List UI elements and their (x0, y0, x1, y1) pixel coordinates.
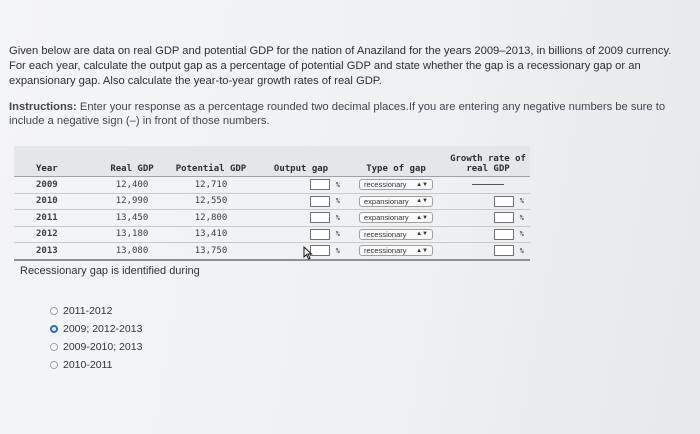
gap-type-value: expansionary (364, 196, 409, 206)
output-gap-cell: % (256, 242, 346, 261)
table-row: 2012 13,180 13,410 % recessionary ▲▼ % (14, 226, 530, 243)
growth-rate-input[interactable] (493, 195, 514, 207)
percent-sign: % (335, 213, 340, 222)
output-gap-cell: % (256, 226, 346, 243)
real-gdp-cell: 13,450 (98, 209, 166, 227)
gap-type-select[interactable]: recessionary ▲▼ (359, 245, 433, 257)
growth-cell: % (446, 209, 530, 227)
instructions: Instructions: Enter your response as a p… (9, 100, 689, 128)
real-gdp-cell: 12,990 (98, 193, 166, 210)
output-gap-cell: % (256, 176, 346, 194)
header-real-gdp: Real GDP (98, 146, 166, 177)
gdp-table: Year Real GDP Potential GDP Output gap T… (14, 146, 530, 261)
table-row: 2013 13,080 13,750 % recessionary ▲▼ % (14, 242, 530, 261)
header-potential-gdp: Potential GDP (166, 146, 256, 177)
option-2009-2010-2013[interactable]: 2009-2010; 2013 (50, 338, 142, 356)
type-cell: recessionary ▲▼ (346, 176, 446, 194)
potential-gdp-cell: 12,710 (166, 176, 256, 194)
radio-button[interactable] (50, 361, 58, 369)
gap-type-value: recessionary (364, 180, 407, 190)
type-cell: recessionary ▲▼ (346, 226, 446, 243)
year-cell: 2012 (14, 226, 98, 243)
percent-sign: % (335, 180, 340, 189)
option-label: 2009; 2012-2013 (63, 323, 143, 335)
output-gap-cell: % (256, 209, 346, 227)
radio-button[interactable] (50, 307, 58, 315)
no-value-dash (472, 183, 504, 185)
gap-type-select[interactable]: recessionary ▲▼ (359, 179, 433, 191)
real-gdp-cell: 12,400 (98, 176, 166, 194)
growth-cell: % (446, 226, 530, 243)
question-text: Recessionary gap is identified during (20, 265, 200, 277)
header-year: Year (14, 146, 98, 177)
potential-gdp-cell: 12,550 (166, 193, 256, 210)
type-cell: expansionary ▲▼ (346, 193, 446, 210)
header-growth-rate: Growth rate of real GDP (446, 146, 530, 177)
problem-text: Given below are data on real GDP and pot… (9, 45, 672, 87)
real-gdp-cell: 13,180 (98, 226, 166, 243)
output-gap-input[interactable] (309, 179, 330, 191)
growth-cell (446, 176, 530, 194)
instructions-label: Instructions: (9, 101, 77, 113)
gap-type-select[interactable]: recessionary ▲▼ (359, 228, 433, 240)
mouse-cursor-icon (303, 246, 313, 260)
option-2009-2012-2013[interactable]: 2009; 2012-2013 (50, 320, 142, 338)
option-label: 2010-2011 (63, 359, 113, 371)
output-gap-input[interactable] (309, 212, 330, 224)
real-gdp-cell: 13,080 (98, 242, 166, 261)
table-header-row: Year Real GDP Potential GDP Output gap T… (14, 146, 530, 177)
growth-cell: % (446, 242, 530, 261)
select-arrows-icon: ▲▼ (416, 198, 428, 205)
radio-button-selected[interactable] (50, 325, 58, 333)
header-output-gap: Output gap (256, 146, 346, 177)
percent-sign: % (335, 230, 340, 239)
type-cell: recessionary ▲▼ (346, 242, 446, 261)
gap-type-select[interactable]: expansionary ▲▼ (359, 195, 433, 207)
year-cell: 2013 (14, 242, 98, 261)
gap-type-value: expansionary (364, 213, 409, 223)
output-gap-input[interactable] (309, 245, 330, 257)
growth-cell: % (446, 193, 530, 210)
percent-sign: % (519, 197, 524, 206)
select-arrows-icon: ▲▼ (416, 247, 428, 254)
output-gap-input[interactable] (309, 228, 330, 240)
select-arrows-icon: ▲▼ (416, 231, 428, 238)
percent-sign: % (335, 197, 340, 206)
header-type-of-gap: Type of gap (346, 146, 446, 177)
select-arrows-icon: ▲▼ (416, 181, 428, 188)
growth-rate-input[interactable] (493, 212, 514, 224)
table-row: 2011 13,450 12,800 % expansionary ▲▼ % (14, 209, 530, 227)
table-row: 2009 12,400 12,710 % recessionary ▲▼ (14, 176, 530, 194)
table-row: 2010 12,990 12,550 % expansionary ▲▼ % (14, 193, 530, 210)
type-cell: expansionary ▲▼ (346, 209, 446, 227)
year-cell: 2011 (14, 209, 98, 227)
output-gap-input[interactable] (309, 195, 330, 207)
percent-sign: % (519, 230, 524, 239)
percent-sign: % (335, 246, 340, 255)
growth-rate-input[interactable] (493, 228, 514, 240)
year-cell: 2010 (14, 193, 98, 210)
answer-options: 2011-2012 2009; 2012-2013 2009-2010; 201… (50, 302, 142, 374)
gap-type-select[interactable]: expansionary ▲▼ (359, 212, 433, 224)
percent-sign: % (519, 246, 524, 255)
instructions-text: Enter your response as a percentage roun… (9, 101, 666, 127)
percent-sign: % (519, 213, 524, 222)
output-gap-cell: % (256, 193, 346, 210)
option-2011-2012[interactable]: 2011-2012 (50, 302, 142, 320)
gap-type-value: recessionary (364, 229, 407, 239)
year-cell: 2009 (14, 176, 98, 194)
radio-button[interactable] (50, 343, 58, 351)
growth-rate-input[interactable] (493, 245, 514, 257)
select-arrows-icon: ▲▼ (416, 214, 428, 221)
potential-gdp-cell: 12,800 (166, 209, 256, 227)
option-2010-2011[interactable]: 2010-2011 (50, 356, 142, 374)
option-label: 2009-2010; 2013 (63, 341, 143, 353)
option-label: 2011-2012 (63, 305, 113, 317)
gap-type-value: recessionary (364, 246, 407, 256)
potential-gdp-cell: 13,410 (166, 226, 256, 243)
potential-gdp-cell: 13,750 (166, 242, 256, 261)
